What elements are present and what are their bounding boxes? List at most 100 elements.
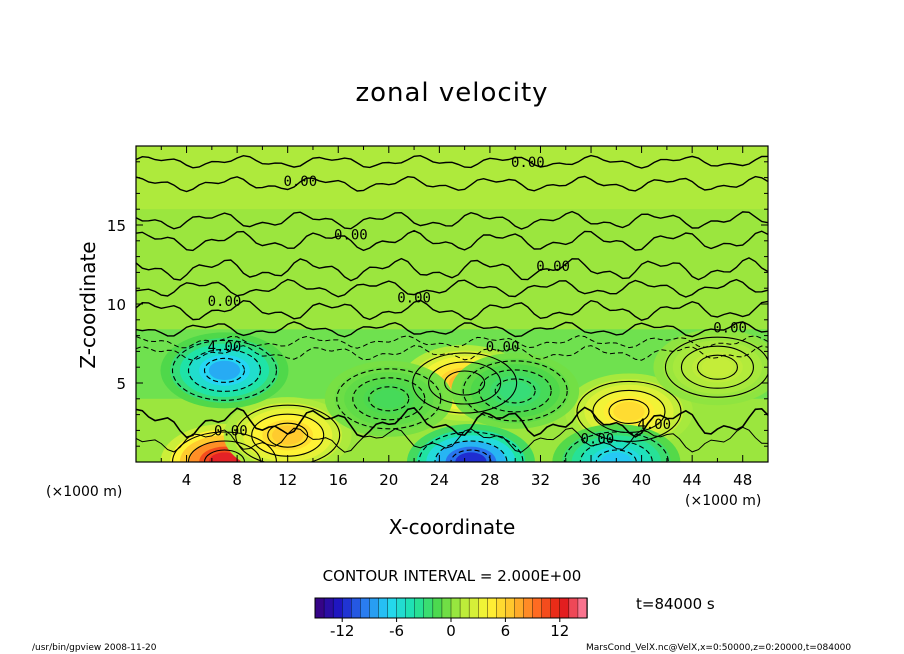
colorbar-cell-17: [468, 597, 479, 619]
colorbar-cell-11: [414, 597, 425, 619]
contour-label-3: 0.00: [536, 259, 570, 275]
contour-label-0: 0.00: [511, 155, 545, 171]
x-tick-label-0: 4: [182, 471, 192, 489]
contour-closed-7-3: [563, 431, 669, 462]
x-tick-label-3: 16: [329, 471, 348, 489]
contour-interval-label: CONTOUR INTERVAL = 2.000E+00: [322, 567, 582, 585]
contour-closed-7-1: [595, 449, 637, 462]
contour-line-upper-4: [136, 257, 768, 282]
contour-closed-0-2: [187, 440, 262, 462]
contour-line-upper-7: [136, 321, 768, 338]
x-tick-label-10: 44: [683, 471, 702, 489]
contour-label-2: 0.00: [334, 227, 368, 243]
footer-command: /usr/bin/gpview 2008-11-20: [32, 643, 157, 653]
x-tick-label-1: 8: [232, 471, 242, 489]
colorbar-tick-label-4: 12: [550, 622, 569, 640]
contour-line-upper-3: [136, 229, 768, 252]
contour-closed-9-1: [368, 386, 410, 412]
colorbar-tick-label-1: -6: [389, 622, 404, 640]
contour-closed-6-2: [434, 440, 508, 462]
field-band-upper: [136, 146, 768, 210]
contour-closed-6-1: [450, 449, 492, 462]
contour-label-9: 4.00: [637, 417, 671, 433]
y-tick-label-2: 15: [107, 217, 126, 235]
colorbar-cell-6: [369, 597, 380, 619]
contour-closed-4-2: [680, 345, 754, 389]
colorbar-cell-24: [532, 597, 543, 619]
footer-source: MarsCond_VelX.nc@VelX,x=0:50000,z=0:2000…: [586, 643, 852, 653]
x-tick-label-7: 32: [531, 471, 550, 489]
colorbar-cell-0: [314, 597, 325, 619]
contour-closed-5-3: [171, 339, 278, 401]
x-tick-label-8: 36: [581, 471, 600, 489]
contour-line-upper-6: [136, 299, 768, 321]
contour-label-7: 4.00: [208, 340, 242, 356]
colorbar-tick-label-3: 6: [501, 622, 511, 640]
colorbar-cell-2: [332, 597, 343, 619]
colorbar-cell-18: [478, 597, 488, 619]
x-tick-label-9: 40: [632, 471, 651, 489]
contour-closed-4-1: [696, 354, 738, 380]
contour-closed-9-2: [352, 377, 426, 421]
contour-labels: 0.00 0.00 0.00 0.00 0.00 0.00 0.00 4.00 0.00 4.00…: [208, 155, 747, 447]
contour-closed-5-2: [187, 348, 262, 392]
contour-line-upper-5: [136, 278, 768, 298]
colorbar-cell-14: [441, 597, 452, 619]
contour-closed-1-1: [267, 422, 309, 448]
contour-line-upper-0: [136, 154, 768, 169]
colorbar-cell-16: [459, 597, 470, 619]
contour-line-upper-1: [136, 175, 768, 193]
contour-closed-0-3: [171, 431, 278, 462]
colorbar-cell-4: [351, 597, 362, 619]
colorbar-cell-7: [378, 597, 389, 619]
contour-label-6: 0.00: [713, 321, 747, 337]
contour-closed-8-2: [478, 369, 552, 413]
contour-label-11: 0.00: [581, 431, 615, 447]
colorbar-cell-3: [342, 597, 352, 619]
colorbar-cell-15: [450, 597, 461, 619]
colorbar: -12 -6 0 6 12: [314, 597, 588, 640]
x-tick-label-6: 28: [480, 471, 499, 489]
colorbar-cell-8: [387, 597, 398, 619]
contour-closed-7-2: [579, 440, 653, 462]
x-tick-label-11: 48: [733, 471, 752, 489]
x-axis-label: X-coordinate: [388, 515, 516, 539]
field-feature-9: [373, 389, 405, 409]
colorbar-cell-23: [523, 597, 534, 619]
contour-label-10: 0.00: [214, 423, 248, 439]
x-tick-label-2: 12: [278, 471, 297, 489]
colorbar-cell-26: [550, 597, 561, 619]
contour-line-upper-2: [136, 210, 768, 230]
contour-closed-4-3: [664, 336, 768, 398]
contour-label-4: 0.00: [208, 294, 242, 310]
colorbar-cell-13: [432, 597, 443, 619]
x-unit-label-left: (×1000 m): [46, 484, 123, 500]
contour-closed-8-3: [462, 360, 568, 422]
colorbar-cell-1: [323, 597, 334, 619]
contour-closed-2-1: [444, 370, 486, 396]
colorbar-tick-label-0: -12: [330, 622, 355, 640]
x-tick-label-4: 20: [379, 471, 398, 489]
contour-line-lower: [136, 406, 768, 439]
colorbar-cell-27: [559, 597, 570, 619]
contour-closed-8-1: [494, 378, 536, 404]
y-tick-label-1: 10: [107, 296, 126, 314]
field-feature-5: [208, 360, 241, 381]
colorbar-cell-19: [487, 597, 498, 619]
colorbar-cell-9: [396, 597, 407, 619]
colorbar-cell-25: [541, 597, 552, 619]
contour-line-near-surface: [136, 426, 768, 453]
contour-closed-3-3: [576, 380, 682, 442]
colorbar-cell-10: [405, 597, 416, 619]
chart-title: zonal velocity: [355, 78, 549, 108]
y-tick-label-0: 5: [116, 375, 126, 393]
x-unit-label-right: (×1000 m): [685, 493, 762, 509]
x-tick-label-5: 24: [430, 471, 449, 489]
field-feature-0: [208, 452, 241, 462]
field-feature-4: [701, 357, 734, 377]
contour-closed-5-1: [203, 357, 246, 383]
contour-label-8: 0.00: [486, 340, 520, 356]
contour-closed-6-3: [418, 431, 524, 462]
velocity-field: [136, 146, 768, 462]
